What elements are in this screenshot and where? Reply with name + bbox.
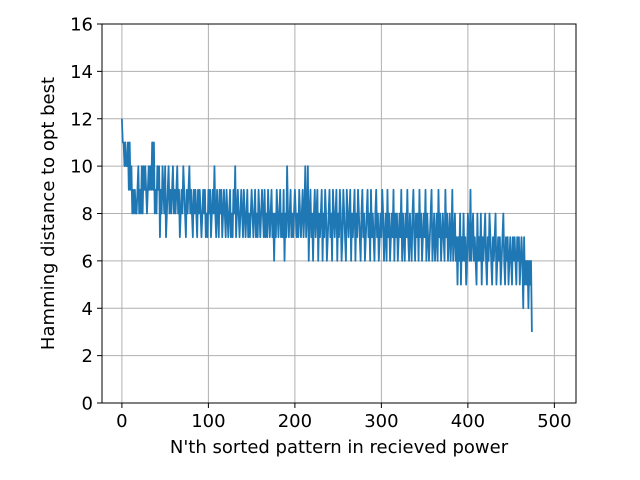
series-line bbox=[120, 118, 533, 332]
y-tick-label: 4 bbox=[82, 299, 93, 320]
y-tick-label: 8 bbox=[82, 204, 93, 225]
y-tick-label: 16 bbox=[70, 15, 93, 36]
series-layer bbox=[120, 118, 533, 332]
x-tick-label: 200 bbox=[278, 411, 312, 432]
y-tick-label: 0 bbox=[82, 394, 93, 415]
axis-ticks: 0 100 200 300 400 500 0 2 4 6 8 10 12 14 16 bbox=[70, 15, 571, 433]
x-tick-label: 100 bbox=[191, 411, 225, 432]
y-tick-label: 12 bbox=[70, 109, 93, 130]
x-tick-label: 400 bbox=[451, 411, 485, 432]
x-axis-label: N'th sorted pattern in recieved power bbox=[170, 437, 509, 458]
y-tick-label: 6 bbox=[82, 251, 93, 272]
y-tick-label: 10 bbox=[70, 157, 93, 178]
x-tick-label: 0 bbox=[116, 411, 127, 432]
y-tick-label: 2 bbox=[82, 346, 93, 367]
x-tick-label: 500 bbox=[537, 411, 571, 432]
y-axis-label: Hamming distance to opt best bbox=[38, 77, 59, 350]
x-tick-label: 300 bbox=[364, 411, 398, 432]
y-tick-label: 14 bbox=[70, 62, 93, 83]
